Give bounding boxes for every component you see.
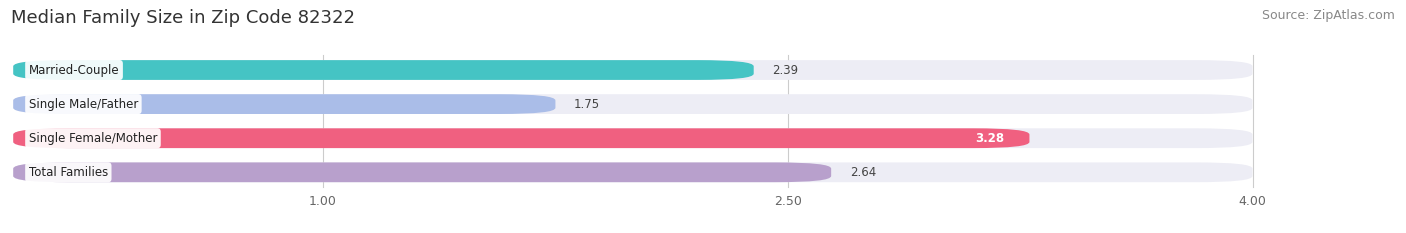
- FancyBboxPatch shape: [13, 128, 1029, 148]
- FancyBboxPatch shape: [13, 60, 754, 80]
- FancyBboxPatch shape: [13, 162, 831, 182]
- Text: 3.28: 3.28: [976, 132, 1005, 145]
- Text: 2.39: 2.39: [772, 64, 799, 76]
- FancyBboxPatch shape: [13, 94, 1253, 114]
- FancyBboxPatch shape: [13, 60, 1253, 80]
- Text: Single Female/Mother: Single Female/Mother: [28, 132, 157, 145]
- Text: 1.75: 1.75: [574, 98, 600, 111]
- FancyBboxPatch shape: [13, 94, 555, 114]
- FancyBboxPatch shape: [13, 162, 1253, 182]
- Text: 2.64: 2.64: [849, 166, 876, 179]
- Text: Median Family Size in Zip Code 82322: Median Family Size in Zip Code 82322: [11, 9, 356, 27]
- Text: Total Families: Total Families: [28, 166, 108, 179]
- Text: Source: ZipAtlas.com: Source: ZipAtlas.com: [1261, 9, 1395, 22]
- Text: Married-Couple: Married-Couple: [28, 64, 120, 76]
- FancyBboxPatch shape: [13, 128, 1253, 148]
- Text: Single Male/Father: Single Male/Father: [28, 98, 138, 111]
